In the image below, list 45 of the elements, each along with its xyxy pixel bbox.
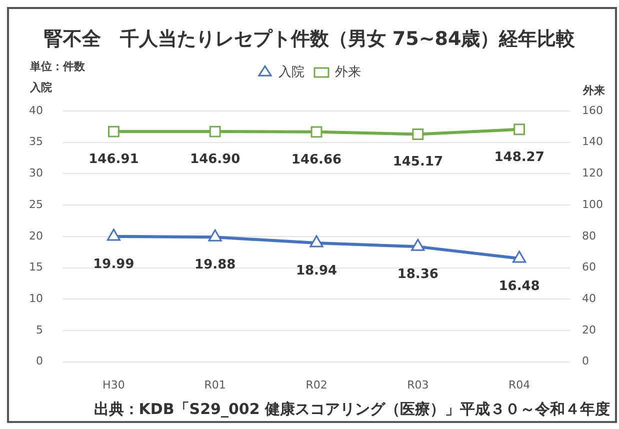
y2-tick-label: 60 — [582, 260, 596, 274]
data-label: 18.36 — [397, 267, 438, 282]
y-tick-label: 5 — [36, 323, 43, 336]
data-label: 18.94 — [296, 263, 338, 278]
y-tick-label: 35 — [29, 135, 43, 148]
y-tick-label: 10 — [29, 292, 43, 305]
data-label: 148.27 — [494, 150, 544, 165]
legend-label: 外来 — [335, 64, 361, 80]
point — [106, 228, 121, 241]
y-axis-title: 入院 — [30, 80, 52, 95]
y2-tick-label: 140 — [582, 135, 603, 148]
data-label: 19.99 — [93, 256, 134, 272]
point — [208, 229, 222, 242]
data-label: 16.48 — [498, 278, 540, 294]
y2-tick-label: 0 — [582, 354, 589, 368]
y2-tick-label: 80 — [582, 229, 596, 242]
y2-tick-label: 40 — [582, 292, 596, 305]
y2-tick-label: 100 — [582, 198, 603, 211]
y2-tick-label: 20 — [582, 323, 596, 336]
x-tick-label: H30 — [102, 378, 125, 392]
y-tick-label: 40 — [29, 104, 43, 117]
y-tick-label: 30 — [29, 166, 43, 180]
source-note: 出典：KDB「S29_002 健康スコアリング（医療）」平成３０～令和４年度 — [94, 400, 610, 419]
y-tick-label: 0 — [36, 354, 43, 368]
y-tick-label: 15 — [29, 260, 43, 274]
data-label: 145.17 — [392, 154, 443, 170]
y2-tick-label: 160 — [582, 104, 603, 117]
data-label: 146.91 — [88, 152, 139, 167]
data-label: 19.88 — [194, 258, 236, 273]
point — [512, 250, 526, 263]
legend-label: 入院 — [278, 64, 304, 80]
point — [411, 238, 425, 251]
x-tick-label: R03 — [407, 378, 429, 392]
y-tick-label: 25 — [29, 198, 43, 211]
chart-title: 腎不全 千人当たりレセプト件数（男女 75~84歳）経年比較 — [42, 27, 576, 52]
y2-tick-label: 120 — [582, 166, 603, 180]
text: 単位：件数 — [30, 59, 85, 74]
x-tick-label: R04 — [508, 378, 530, 392]
point — [310, 235, 324, 248]
y2-axis-title: 外来 — [583, 83, 605, 98]
x-tick-label: R01 — [204, 378, 226, 392]
data-label: 146.90 — [190, 152, 240, 167]
x-tick-label: R02 — [306, 378, 328, 392]
y-tick-label: 20 — [29, 229, 43, 242]
data-label: 146.66 — [291, 152, 342, 168]
